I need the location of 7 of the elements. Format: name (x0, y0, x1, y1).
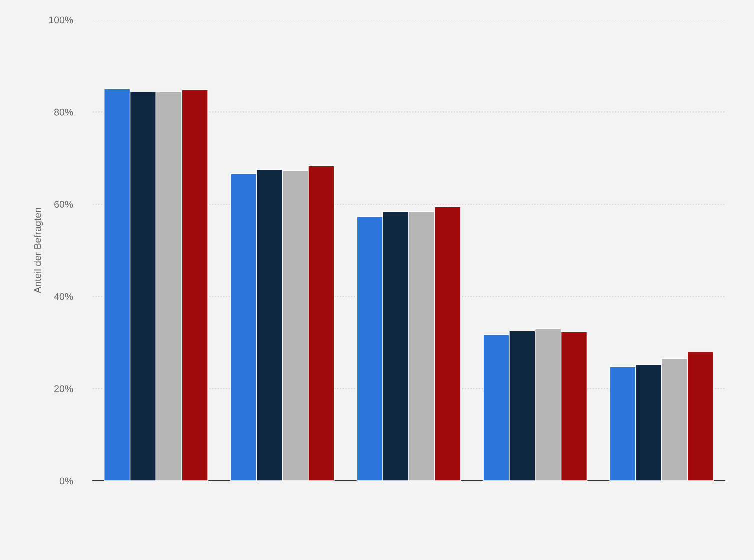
y-tick-label: 0% (60, 478, 74, 485)
y-tick-label: 40% (54, 293, 74, 300)
y-tick-label: 20% (54, 386, 74, 392)
y-tick-label: 80% (54, 108, 74, 116)
y-tick-label: 100% (49, 16, 74, 24)
y-axis-title: Anteil der Befragten (34, 208, 44, 294)
y-tick-label: 60% (54, 201, 74, 208)
